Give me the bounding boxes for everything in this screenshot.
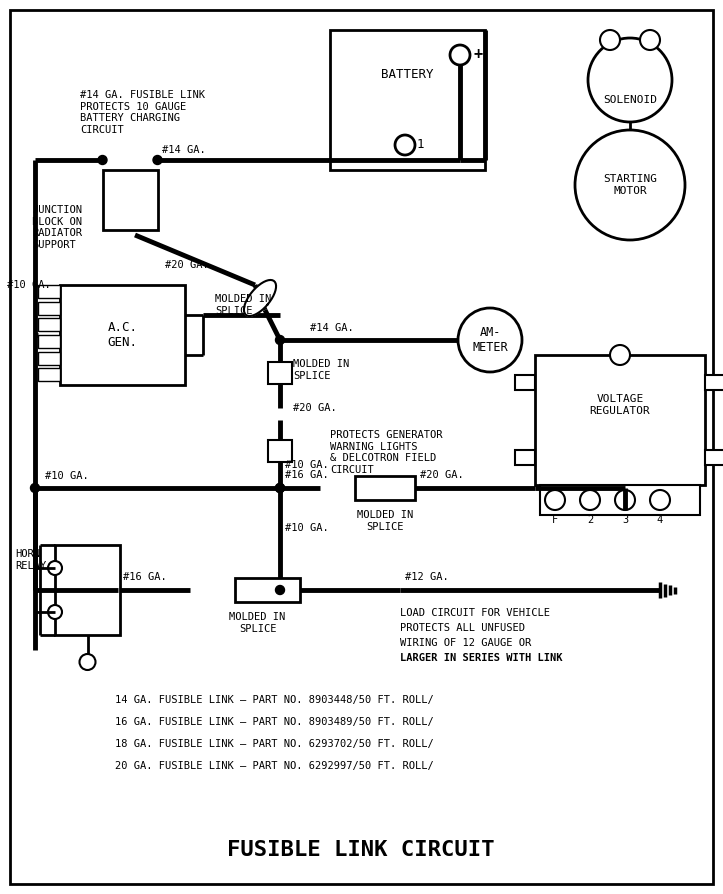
Text: PROTECTS ALL UNFUSED: PROTECTS ALL UNFUSED [400, 623, 525, 633]
Circle shape [588, 38, 672, 122]
Circle shape [30, 484, 40, 493]
Text: #10 GA.: #10 GA. [7, 280, 51, 290]
Text: #14 GA. FUSIBLE LINK
PROTECTS 10 GAUGE
BATTERY CHARGING
CIRCUIT: #14 GA. FUSIBLE LINK PROTECTS 10 GAUGE B… [80, 90, 205, 135]
Circle shape [458, 308, 522, 372]
Text: +: + [473, 47, 482, 63]
Text: 1: 1 [417, 139, 424, 151]
Circle shape [153, 156, 162, 164]
Text: #12 GA.: #12 GA. [405, 572, 449, 582]
Text: VOLTAGE
REGULATOR: VOLTAGE REGULATOR [590, 394, 651, 416]
Text: #14 GA.: #14 GA. [310, 323, 354, 333]
Bar [55, 545, 120, 635]
Circle shape [615, 490, 635, 510]
Bar [103, 170, 158, 230]
Text: 18 GA. FUSIBLE LINK – PART NO. 6293702/50 FT. ROLL/: 18 GA. FUSIBLE LINK – PART NO. 6293702/5… [115, 739, 434, 749]
Text: LARGER IN SERIES WITH LINK: LARGER IN SERIES WITH LINK [400, 653, 562, 663]
Text: 16 GA. FUSIBLE LINK – PART NO. 8903489/50 FT. ROLL/: 16 GA. FUSIBLE LINK – PART NO. 8903489/5… [115, 717, 434, 727]
Text: BATTERY: BATTERY [381, 69, 434, 81]
Circle shape [640, 30, 660, 50]
Circle shape [395, 135, 415, 155]
Polygon shape [244, 280, 276, 316]
Bar [38, 351, 60, 365]
Bar [705, 375, 723, 390]
Text: MOLDED IN
SPLICE: MOLDED IN SPLICE [293, 359, 349, 381]
Text: 2: 2 [587, 515, 593, 525]
Text: 14 GA. FUSIBLE LINK – PART NO. 8903448/50 FT. ROLL/: 14 GA. FUSIBLE LINK – PART NO. 8903448/5… [115, 695, 434, 705]
Text: 20 GA. FUSIBLE LINK – PART NO. 6292997/50 FT. ROLL/: 20 GA. FUSIBLE LINK – PART NO. 6292997/5… [115, 761, 434, 771]
Bar [38, 318, 60, 332]
Bar [355, 476, 415, 500]
Circle shape [600, 30, 620, 50]
Bar [38, 301, 60, 315]
Circle shape [650, 490, 670, 510]
Text: #10 GA.: #10 GA. [285, 460, 329, 470]
Text: SOLENOID: SOLENOID [603, 95, 657, 105]
Bar [38, 368, 60, 382]
Bar [540, 485, 700, 515]
Text: HORN
RELAY: HORN RELAY [15, 549, 46, 570]
Text: #14 GA.: #14 GA. [163, 145, 206, 155]
Text: 4: 4 [657, 515, 663, 525]
Bar [38, 335, 60, 348]
Circle shape [575, 130, 685, 240]
Text: JUNCTION
BLOCK ON
RADIATOR
SUPPORT: JUNCTION BLOCK ON RADIATOR SUPPORT [33, 205, 82, 249]
Circle shape [80, 654, 95, 670]
Bar [515, 375, 535, 390]
Text: #20 GA.: #20 GA. [293, 403, 337, 413]
Text: F: F [552, 515, 558, 525]
Text: #16 GA.: #16 GA. [123, 572, 167, 582]
Bar [268, 362, 292, 384]
Bar [705, 450, 723, 465]
Bar [268, 440, 292, 462]
Bar [60, 285, 185, 385]
Bar [515, 450, 535, 465]
Circle shape [275, 335, 284, 344]
Circle shape [545, 490, 565, 510]
Circle shape [450, 45, 470, 65]
Text: #10 GA.: #10 GA. [45, 471, 89, 481]
Text: #20 GA.: #20 GA. [420, 470, 463, 480]
Text: #20 GA.: #20 GA. [165, 260, 209, 270]
Bar [38, 285, 60, 298]
Text: #16 GA.: #16 GA. [285, 470, 329, 480]
Text: STARTING
MOTOR: STARTING MOTOR [603, 174, 657, 196]
Text: WIRING OF 12 GAUGE OR: WIRING OF 12 GAUGE OR [400, 638, 531, 648]
Circle shape [610, 345, 630, 365]
Bar [535, 355, 705, 485]
Text: #10 GA.: #10 GA. [285, 523, 329, 533]
Text: AM-
METER: AM- METER [472, 326, 508, 354]
Text: MOLDED IN
SPLICE: MOLDED IN SPLICE [229, 612, 286, 634]
Bar [330, 30, 485, 170]
Text: LOAD CIRCUIT FOR VEHICLE: LOAD CIRCUIT FOR VEHICLE [400, 608, 550, 618]
Text: MOLDED IN
SPLICE: MOLDED IN SPLICE [215, 294, 271, 316]
Text: MOLDED IN
SPLICE: MOLDED IN SPLICE [357, 510, 413, 532]
Circle shape [98, 156, 107, 164]
Text: 3: 3 [622, 515, 628, 525]
Circle shape [275, 586, 284, 595]
Circle shape [580, 490, 600, 510]
Circle shape [48, 561, 62, 575]
Text: FUSIBLE LINK CIRCUIT: FUSIBLE LINK CIRCUIT [227, 840, 495, 860]
Text: PROTECTS GENERATOR
WARNING LIGHTS
& DELCOTRON FIELD
CIRCUIT: PROTECTS GENERATOR WARNING LIGHTS & DELC… [330, 430, 442, 475]
Bar [235, 578, 300, 602]
Text: A.C.
GEN.: A.C. GEN. [108, 321, 137, 349]
Circle shape [275, 484, 284, 493]
Circle shape [275, 484, 284, 493]
Circle shape [48, 605, 62, 619]
